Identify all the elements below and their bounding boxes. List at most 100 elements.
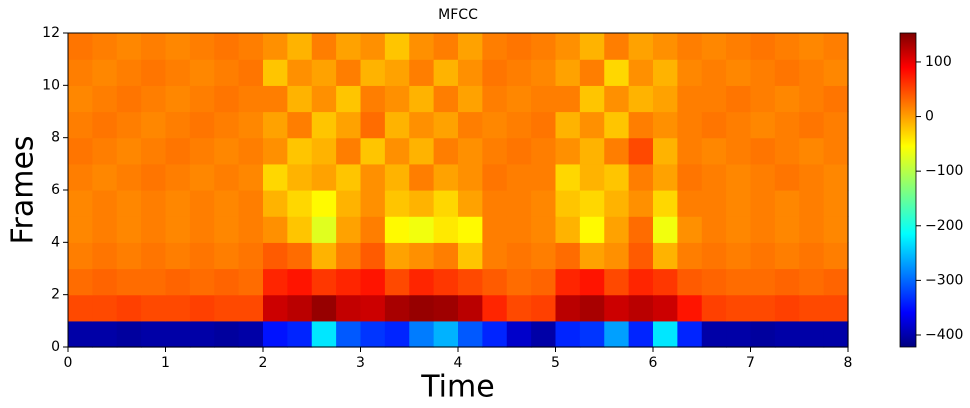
- x-tick-label: 6: [649, 355, 658, 371]
- heatmap-cell: [384, 111, 410, 139]
- heatmap-cell: [799, 85, 825, 113]
- heatmap-cell: [653, 242, 678, 270]
- heatmap-cell: [141, 85, 167, 113]
- heatmap-cell: [409, 242, 435, 270]
- heatmap-cell: [531, 190, 557, 217]
- heatmap-cell: [360, 111, 386, 139]
- heatmap-cell: [384, 85, 410, 113]
- colorbar-tick-label: −300: [925, 272, 963, 288]
- heatmap-cell: [799, 163, 825, 191]
- heatmap-cell: [579, 190, 605, 217]
- heatmap-cell: [68, 216, 93, 243]
- heatmap-cell: [189, 242, 215, 270]
- heatmap-cell: [774, 59, 800, 86]
- heatmap-cell: [263, 216, 288, 243]
- heatmap-cell: [579, 137, 605, 165]
- heatmap-cell: [726, 137, 752, 165]
- colorbar-tick-label: −400: [925, 327, 963, 343]
- y-tick-label: 12: [42, 25, 60, 41]
- heatmap-cell: [360, 216, 386, 243]
- heatmap-cell: [165, 320, 191, 348]
- heatmap-cell: [506, 190, 532, 217]
- heatmap-cell: [409, 216, 435, 243]
- heatmap-cell: [750, 59, 776, 86]
- heatmap-cell: [92, 137, 118, 165]
- heatmap-cell: [799, 320, 825, 348]
- heatmap-cell: [311, 163, 337, 191]
- heatmap-cell: [165, 242, 191, 270]
- heatmap-cell: [68, 242, 93, 270]
- heatmap-cell: [263, 268, 288, 296]
- heatmap-cell: [68, 137, 93, 165]
- heatmap-cell: [214, 59, 240, 86]
- heatmap-cell: [116, 137, 142, 165]
- heatmap-cell: [531, 242, 557, 270]
- colorbar-tick-label: 0: [925, 109, 934, 125]
- heatmap-cell: [189, 111, 215, 139]
- heatmap-cell: [409, 190, 435, 217]
- heatmap-cell: [823, 85, 849, 113]
- heatmap-cell: [701, 137, 727, 165]
- heatmap-cell: [799, 242, 825, 270]
- heatmap-cell: [628, 190, 654, 217]
- heatmap-cell: [336, 294, 362, 322]
- heatmap-cell: [701, 190, 727, 217]
- heatmap-cell: [653, 163, 678, 191]
- heatmap-cell: [823, 111, 849, 139]
- heatmap-cell: [165, 111, 191, 139]
- heatmap-cell: [677, 111, 703, 139]
- heatmap-cell: [482, 320, 508, 348]
- heatmap-cell: [482, 137, 508, 165]
- heatmap-cell: [360, 320, 386, 348]
- heatmap-cell: [116, 111, 142, 139]
- heatmap-cell: [555, 216, 581, 243]
- y-tick-label: 4: [51, 234, 60, 250]
- heatmap-cell: [238, 268, 264, 296]
- heatmap-cell: [384, 137, 410, 165]
- colorbar-tick-label: −100: [925, 163, 963, 179]
- heatmap-cell: [141, 137, 167, 165]
- heatmap-cell: [750, 137, 776, 165]
- heatmap-cell: [579, 111, 605, 139]
- heatmap-cell: [116, 85, 142, 113]
- heatmap-cell: [68, 268, 93, 296]
- y-tick-label: 8: [51, 130, 60, 146]
- heatmap-cell: [165, 59, 191, 86]
- heatmap-cell: [263, 59, 288, 86]
- heatmap-cell: [628, 111, 654, 139]
- heatmap-cell: [531, 216, 557, 243]
- heatmap-cell: [263, 137, 288, 165]
- heatmap-cell: [238, 163, 264, 191]
- heatmap-cell: [409, 33, 435, 60]
- heatmap-cell: [823, 59, 849, 86]
- heatmap-cell: [774, 111, 800, 139]
- heatmap-cell: [579, 59, 605, 86]
- heatmap-cell: [701, 85, 727, 113]
- heatmap-cell: [604, 190, 630, 217]
- heatmap-cell: [506, 163, 532, 191]
- x-tick-label: 5: [551, 355, 560, 371]
- heatmap-cell: [287, 242, 313, 270]
- heatmap-cell: [579, 33, 605, 60]
- heatmap-cell: [336, 137, 362, 165]
- heatmap-cell: [189, 190, 215, 217]
- x-tick-label: 0: [64, 355, 73, 371]
- heatmap-cell: [189, 320, 215, 348]
- heatmap-cell: [336, 320, 362, 348]
- heatmap-cell: [799, 268, 825, 296]
- heatmap-cell: [92, 85, 118, 113]
- heatmap-cell: [799, 33, 825, 60]
- heatmap-cell: [287, 33, 313, 60]
- heatmap-cell: [799, 190, 825, 217]
- heatmap-cell: [604, 242, 630, 270]
- heatmap-cell: [409, 320, 435, 348]
- heatmap-cell: [189, 294, 215, 322]
- heatmap-cell: [360, 190, 386, 217]
- heatmap-cell: [653, 137, 678, 165]
- heatmap-cell: [458, 33, 483, 60]
- heatmap-cell: [458, 190, 483, 217]
- heatmap-cell: [506, 59, 532, 86]
- heatmap-cell: [604, 59, 630, 86]
- heatmap-cell: [750, 320, 776, 348]
- heatmap-cell: [555, 111, 581, 139]
